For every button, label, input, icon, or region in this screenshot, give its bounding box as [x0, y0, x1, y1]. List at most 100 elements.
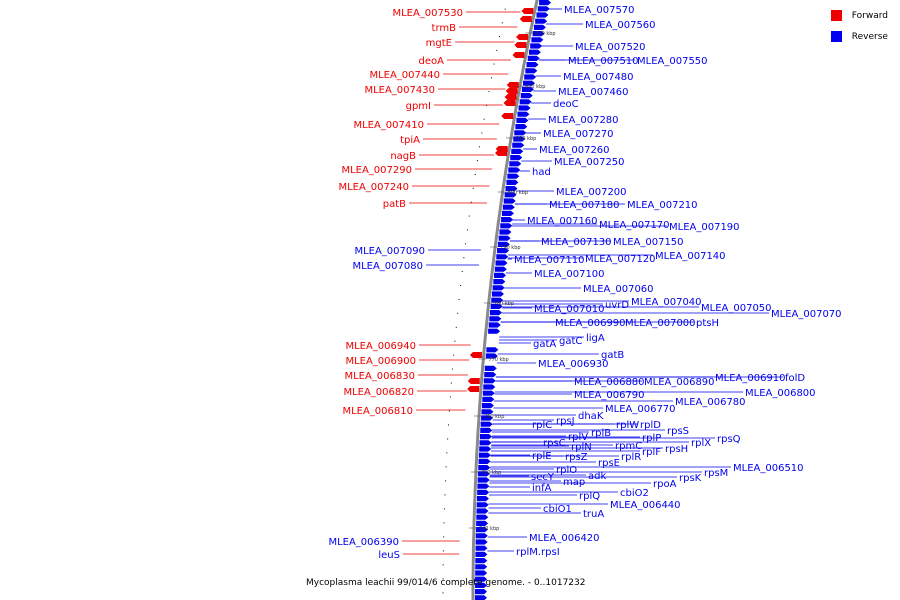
reverse-gene-label: rpsC [543, 438, 566, 449]
reverse-gene-feature [528, 49, 541, 55]
forward-gene-feature [495, 150, 508, 156]
reverse-gene-label: MLEA_006780 [675, 397, 746, 408]
tick-label: 740 kbp [479, 526, 499, 532]
reverse-gene-feature [491, 291, 504, 297]
reverse-gene-feature [492, 285, 505, 291]
reverse-gene-feature [497, 241, 510, 247]
forward-gene-feature [504, 94, 517, 100]
reverse-gene-feature [523, 80, 536, 86]
reverse-gene-feature [489, 316, 502, 322]
forward-swatch [830, 10, 842, 21]
forward-gene-label: MLEA_006940 [345, 341, 416, 352]
reverse-gene-feature [490, 303, 503, 309]
reverse-gene-label: MLEA_007070 [771, 309, 842, 320]
reverse-gene-label: rplW [616, 420, 639, 431]
legend-label-forward: Forward [851, 10, 888, 21]
forward-gene-feature [503, 100, 516, 106]
reverse-gene-label: rplX [691, 438, 711, 449]
reverse-gene-feature [508, 167, 521, 173]
reverse-gene-feature [482, 390, 495, 396]
reverse-gene-label: ligA [586, 333, 605, 344]
reverse-gene-label: ptsH [696, 318, 719, 329]
reverse-gene-feature [475, 539, 488, 545]
reverse-gene-feature [521, 86, 534, 92]
reverse-gene-feature [481, 415, 494, 421]
reverse-gene-feature [512, 142, 525, 148]
reverse-gene-label: MLEA_007040 [631, 297, 702, 308]
reverse-gene-feature [498, 235, 511, 241]
forward-gene-label: MLEA_007410 [353, 120, 424, 131]
reverse-gene-feature [497, 248, 510, 254]
reverse-gene-label: MLEA_007550 [637, 56, 708, 67]
reverse-gene-feature [505, 186, 518, 192]
tick-label: 770 kbp [488, 357, 508, 363]
reverse-gene-feature [478, 458, 491, 464]
reverse-gene-label: rplB [591, 428, 611, 439]
reverse-gene-label: infA [532, 483, 552, 494]
reverse-gene-feature [481, 403, 494, 409]
reverse-gene-label: MLEA_007520 [575, 42, 646, 53]
reverse-gene-feature [491, 297, 504, 303]
reverse-gene-label: rplM.rpsI [516, 547, 560, 558]
reverse-gene-feature [511, 148, 524, 154]
reverse-gene-label: rpoA [653, 479, 677, 490]
reverse-gene-label: rplC [532, 420, 552, 431]
reverse-gene-feature [539, 0, 552, 6]
reverse-gene-label: rplR [621, 452, 641, 463]
reverse-gene-feature [532, 31, 545, 37]
reverse-gene-feature [475, 527, 488, 533]
backbone-arc [471, 0, 539, 600]
forward-gene-label: tpiA [400, 135, 420, 146]
reverse-gene-feature [509, 161, 522, 167]
forward-gene-label: MLEA_007530 [392, 8, 463, 19]
reverse-gene-feature [494, 266, 507, 272]
reverse-gene-feature [510, 155, 523, 161]
reverse-gene-label: rpsE [598, 458, 620, 469]
reverse-gene-feature [502, 204, 515, 210]
forward-gene-feature [519, 16, 532, 22]
tick-label: 810 kbp [516, 136, 536, 142]
reverse-gene-label: MLEA_007510 [568, 56, 639, 67]
reverse-gene-feature [504, 192, 517, 198]
reverse-gene-label: rplE [532, 451, 552, 462]
forward-gene-label: MLEA_007080 [352, 261, 423, 272]
reverse-gene-feature [475, 570, 488, 576]
reverse-gene-feature [537, 6, 550, 12]
reverse-gene-label: MLEA_006510 [733, 463, 804, 474]
reverse-gene-label: MLEA_007110 [514, 255, 585, 266]
reverse-gene-feature [484, 372, 497, 378]
reverse-gene-label: deoC [553, 99, 579, 110]
reverse-gene-label: MLEA_007130 [541, 237, 612, 248]
reverse-gene-label: MLEA_007250 [554, 157, 625, 168]
reverse-gene-feature [475, 545, 488, 551]
forward-gene-feature [512, 52, 525, 58]
reverse-gene-label: MLEA_007270 [543, 129, 614, 140]
reverse-gene-label: MLEA_007180 [549, 200, 620, 211]
reverse-gene-label: MLEA_007170 [599, 220, 670, 231]
forward-gene-label: nagB [390, 151, 416, 162]
forward-gene-label: MLEA_007240 [338, 182, 409, 193]
forward-gene-label: leuS [378, 550, 400, 561]
reverse-gene-feature [477, 471, 490, 477]
reverse-gene-feature [475, 533, 488, 539]
reverse-gene-label: MLEA_006790 [574, 390, 645, 401]
reverse-gene-feature [527, 55, 540, 61]
gene-labels: MLEA_007570 MLEA_007560 MLEA_007520 MLEA_00… [328, 5, 841, 561]
reverse-gene-label: MLEA_007200 [556, 187, 627, 198]
reverse-gene-label: adk [588, 471, 606, 482]
reverse-gene-feature [478, 465, 491, 471]
tick-label: 780 kbp [494, 301, 514, 307]
reverse-gene-label: MLEA_007000 [625, 318, 696, 329]
reverse-gene-label: cbiO1 [543, 504, 572, 515]
reverse-gene-feature [536, 12, 549, 18]
reverse-gene-feature [486, 347, 499, 353]
reverse-gene-feature [480, 427, 493, 433]
genome-backbone [442, 0, 539, 600]
reverse-gene-feature [535, 18, 548, 24]
reverse-gene-feature [520, 93, 533, 99]
reverse-gene-label: MLEA_007570 [564, 5, 635, 16]
reverse-gene-label: MLEA_007150 [613, 237, 684, 248]
reverse-gene-label: MLEA_006800 [745, 388, 816, 399]
reverse-gene-label: MLEA_007060 [583, 284, 654, 295]
